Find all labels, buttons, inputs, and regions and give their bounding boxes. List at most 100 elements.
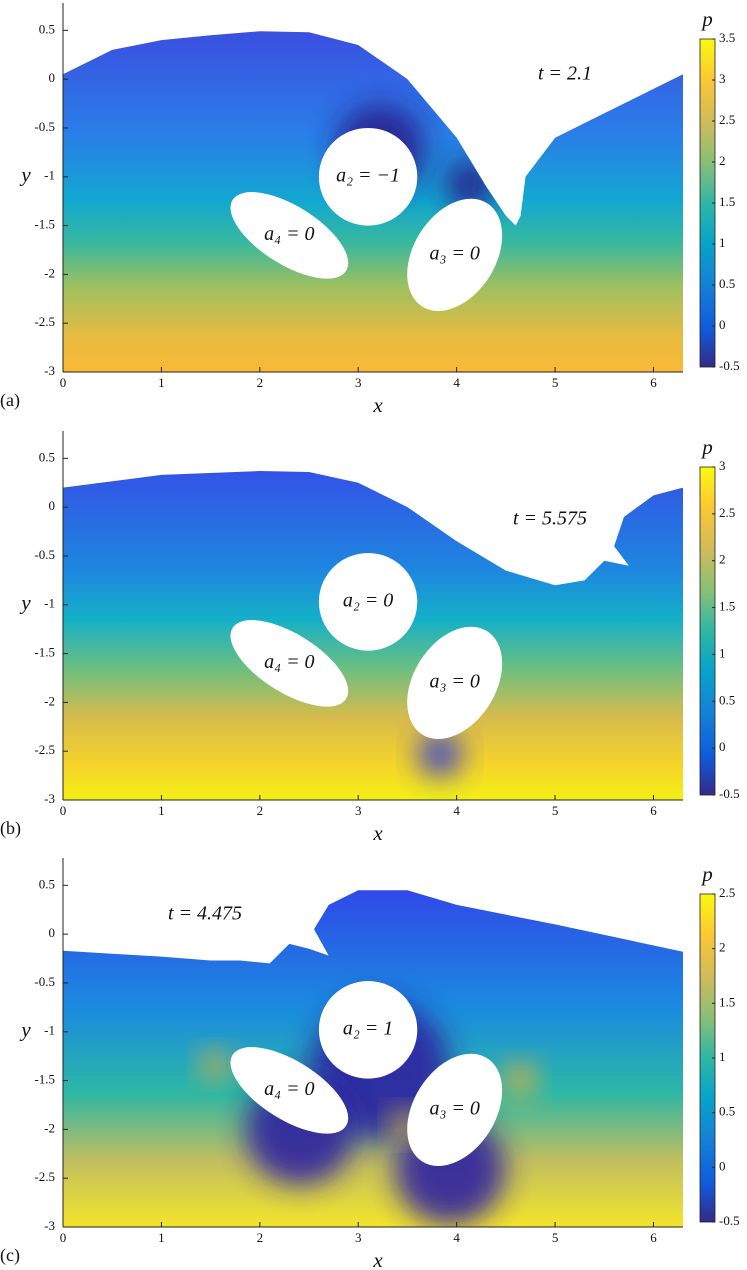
x-tick-label: 2: [257, 803, 264, 818]
colorbar-tick-label: 2.5: [719, 885, 735, 900]
y-tick-label: 0.5: [39, 449, 55, 464]
colorbar-tick-label: 0.5: [719, 1104, 735, 1119]
x-tick-label: 0: [60, 375, 67, 390]
x-tick-label: 5: [552, 375, 559, 390]
x-tick-label: 0: [60, 1230, 67, 1245]
body: [230, 620, 349, 707]
body-label: a₄ = 0: [264, 223, 314, 245]
y-tick-label: -1: [44, 168, 55, 183]
x-axis-label: x: [372, 821, 383, 845]
colorbar-tick-label: 0: [719, 739, 726, 754]
x-tick-label: 5: [552, 1230, 559, 1245]
colorbar-tick-label: 2.5: [719, 505, 735, 520]
field-blob: [201, 1051, 229, 1079]
time-label: t = 2.1: [538, 63, 592, 85]
body-label: a₃ = 0: [429, 1097, 479, 1119]
y-axis-label: y: [19, 591, 31, 615]
y-tick-label: 0.5: [39, 876, 55, 891]
colorbar-tick-label: 1: [719, 645, 726, 660]
y-tick-label: -2: [44, 265, 55, 280]
y-tick-label: -2.5: [34, 1169, 55, 1184]
x-tick-label: 4: [453, 803, 460, 818]
colorbar-tick-label: 1: [719, 1049, 726, 1064]
colorbar-tick-label: 1.5: [719, 194, 735, 209]
body-label: a₃ = 0: [429, 242, 479, 264]
x-tick-label: 3: [355, 1230, 362, 1245]
colorbar-label: p: [700, 7, 713, 31]
x-tick-label: 5: [552, 803, 559, 818]
y-tick-label: -2: [44, 1120, 55, 1135]
y-tick-label: -0.5: [34, 119, 55, 134]
field-blob: [504, 1064, 536, 1096]
body-label: a₄ = 0: [264, 1078, 314, 1100]
x-tick-label: 6: [650, 803, 657, 818]
y-tick-label: -0.5: [34, 974, 55, 989]
x-tick-label: 2: [257, 375, 264, 390]
y-tick-label: -1.5: [34, 1072, 55, 1087]
field-blob: [418, 733, 462, 777]
x-tick-label: 6: [650, 1230, 657, 1245]
body: [407, 198, 503, 311]
body-label: a₂ = 0: [343, 589, 393, 611]
time-label: t = 5.575: [513, 508, 587, 530]
y-tick-label: 0: [49, 498, 56, 513]
panel: a₂ = 0 a₄ = 0 a₃ = 0 0 1 2 3 4 5 6 -3 -2.5 -2 -1.5 -1 -…: [0, 431, 740, 845]
colorbar-tick-label: -0.5: [719, 786, 740, 801]
y-tick-label: -2.5: [34, 742, 55, 757]
time-label: t = 4.475: [168, 903, 242, 925]
colorbar-tick-label: 0.5: [719, 692, 735, 707]
panel-label: (b): [0, 818, 21, 839]
colorbar-tick-label: -0.5: [719, 358, 740, 373]
body: [407, 626, 503, 739]
body-label: a₃ = 0: [429, 670, 479, 692]
x-tick-label: 3: [355, 375, 362, 390]
colorbar-tick-label: 2: [719, 552, 726, 567]
y-axis-label: y: [19, 163, 31, 187]
x-tick-label: 1: [158, 803, 165, 818]
body-label: a₂ = −1: [336, 164, 400, 186]
panel-label: (a): [0, 390, 20, 411]
y-tick-label: -3: [44, 1218, 55, 1233]
colorbar-tick-label: 3: [719, 458, 726, 473]
colorbar-tick-label: 0: [719, 1158, 726, 1173]
colorbar-tick-label: 1: [719, 235, 726, 250]
body: [318, 553, 418, 651]
y-tick-label: -1: [44, 1023, 55, 1038]
field-detail: [418, 733, 462, 777]
x-tick-label: 6: [650, 375, 657, 390]
colorbar-tick-label: 0: [719, 317, 726, 332]
body-label: a₄ = 0: [264, 651, 314, 673]
x-tick-label: 1: [158, 1230, 165, 1245]
colorbar-tick-label: 2: [719, 940, 726, 955]
colorbar-tick-label: 3.5: [719, 30, 735, 45]
y-tick-label: -3: [44, 791, 55, 806]
y-tick-label: -3: [44, 363, 55, 378]
x-tick-label: 4: [453, 1230, 460, 1245]
body: [407, 1053, 503, 1166]
panel-label: (c): [0, 1245, 20, 1266]
colorbar: [699, 466, 716, 796]
body: [318, 981, 418, 1079]
colorbar-tick-label: 0.5: [719, 276, 735, 291]
colorbar-tick-label: 1.5: [719, 599, 735, 614]
body: [318, 127, 418, 226]
body: [230, 1047, 349, 1134]
x-axis-label: x: [372, 1248, 383, 1270]
x-axis-label: x: [372, 393, 383, 417]
colorbar-tick-label: 3: [719, 71, 726, 86]
x-tick-label: 2: [257, 1230, 264, 1245]
y-tick-label: 0.5: [39, 21, 55, 36]
y-tick-label: -2: [44, 693, 55, 708]
colorbar-tick-label: -0.5: [719, 1213, 740, 1228]
y-tick-label: -0.5: [34, 547, 55, 562]
x-tick-label: 1: [158, 375, 165, 390]
colorbar-label: p: [700, 862, 713, 886]
body-label: a₂ = 1: [343, 1017, 393, 1039]
y-tick-label: 0: [49, 70, 56, 85]
x-tick-label: 3: [355, 803, 362, 818]
y-tick-label: -2.5: [34, 314, 55, 329]
x-tick-label: 4: [453, 375, 460, 390]
y-tick-label: -1.5: [34, 217, 55, 232]
colorbar-label: p: [700, 435, 713, 459]
